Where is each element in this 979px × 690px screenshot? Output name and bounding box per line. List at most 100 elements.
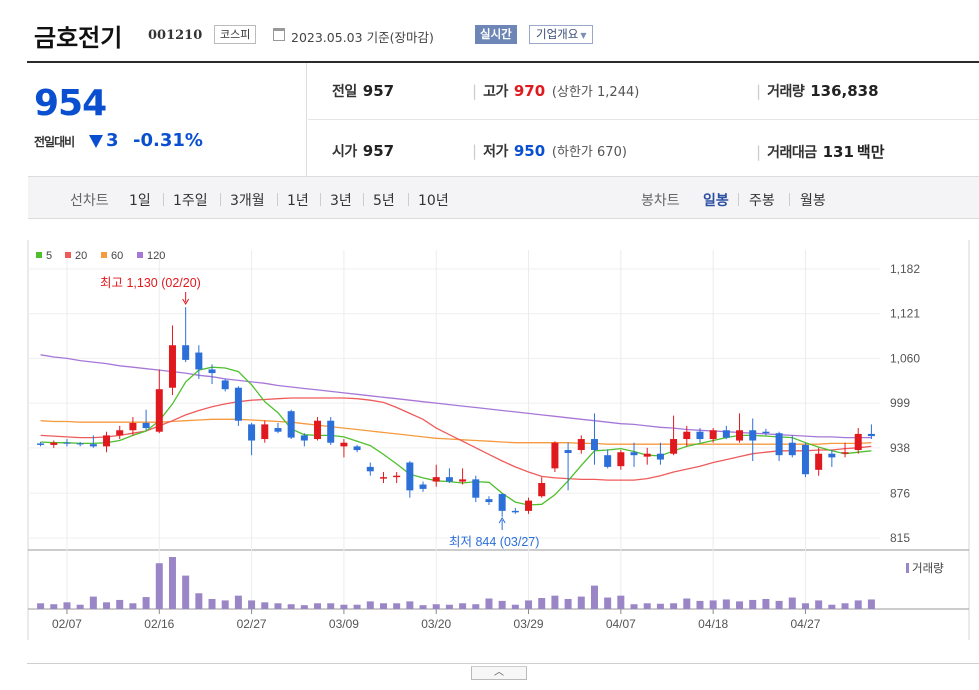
- realtime-button[interactable]: 실시간: [475, 25, 517, 44]
- separator: |: [472, 142, 478, 160]
- candle-weekly[interactable]: 주봉: [749, 193, 775, 209]
- candle-body: [551, 442, 559, 469]
- stat-low: | 저가 950 (하한가 670): [472, 141, 627, 161]
- candle-body: [749, 430, 757, 441]
- candle-body: [314, 420, 322, 440]
- volume-bar: [828, 604, 836, 609]
- candle-body: [142, 422, 150, 429]
- candle-body: [129, 422, 137, 431]
- candle-body: [76, 443, 84, 445]
- ma5-line: [40, 366, 872, 506]
- candle-body: [366, 466, 374, 472]
- candle-body: [511, 510, 519, 513]
- collapse-button[interactable]: ︿: [471, 666, 527, 680]
- chevron-down-icon: ▼: [580, 31, 587, 40]
- stat-open-value: 957: [362, 142, 395, 160]
- volume-bar: [867, 599, 875, 609]
- candle-body: [525, 500, 533, 511]
- separator: [789, 193, 790, 206]
- volume-bar: [709, 600, 717, 609]
- period-1y[interactable]: 1년: [287, 193, 309, 209]
- volume-bar: [670, 603, 678, 609]
- volume-bar: [432, 604, 440, 609]
- date-label: 2023.05.03 기준(장마감): [291, 27, 434, 46]
- candle-body: [709, 430, 717, 440]
- period-3y[interactable]: 3년: [330, 193, 352, 209]
- volume-bar: [696, 600, 704, 609]
- volume-bar: [551, 595, 559, 609]
- candle-body: [406, 462, 414, 491]
- lower-limit-value: 670: [597, 145, 622, 160]
- stat-amount-unit: 백만: [856, 143, 885, 161]
- period-1d[interactable]: 1일: [129, 193, 151, 209]
- volume-bar: [63, 602, 71, 609]
- period-5y[interactable]: 5년: [373, 193, 395, 209]
- divider: [27, 61, 979, 63]
- stat-low-label: 저가: [483, 144, 508, 160]
- volume-bar: [498, 600, 506, 609]
- price-box: 954 전일대비 3 -0.31%: [28, 63, 307, 176]
- candle-daily[interactable]: 일봉: [703, 193, 729, 209]
- candle-body: [208, 369, 216, 374]
- lower-limit-label: 하한가: [557, 145, 593, 160]
- separator: |: [756, 82, 762, 100]
- stats-table: 전일 957 시가 957 | 고가 970 (상한가 1,244) | 저가 950 (하…: [308, 63, 979, 176]
- volume-bar: [406, 601, 414, 609]
- candle-body: [696, 431, 704, 440]
- candle-body: [261, 424, 269, 440]
- stock-header: 금호전기 001210 코스피 2023.05.03 기준(장마감) 실시간 기…: [0, 0, 979, 60]
- period-3m[interactable]: 3개월: [230, 193, 265, 209]
- volume-bar: [472, 604, 480, 609]
- company-info-dropdown[interactable]: 기업개요 ▼: [529, 25, 594, 44]
- candle-monthly[interactable]: 월봉: [800, 193, 826, 209]
- candle-body: [419, 484, 427, 489]
- volume-bar: [643, 603, 651, 609]
- line-chart-label: 선차트: [70, 193, 109, 209]
- volume-bar: [604, 597, 612, 609]
- candle-body: [459, 479, 467, 482]
- volume-bar: [287, 604, 295, 609]
- candle-body: [630, 452, 638, 456]
- candle-body: [248, 424, 256, 441]
- volume-bar: [749, 599, 757, 609]
- candle-body: [604, 455, 612, 467]
- legend-swatch: [36, 252, 42, 258]
- change-label: 전일대비: [34, 135, 75, 149]
- candle-body: [815, 453, 823, 470]
- separator: |: [472, 82, 478, 100]
- candle-body: [683, 431, 691, 440]
- volume-bar: [525, 600, 533, 609]
- candle-body: [432, 477, 440, 482]
- candle-body: [590, 439, 598, 451]
- volume-bar: [208, 598, 216, 609]
- volume-bar: [300, 605, 308, 609]
- volume-bar: [788, 597, 796, 609]
- separator: [408, 193, 409, 206]
- market-badge: 코스피: [214, 25, 257, 44]
- stat-amount: | 거래대금 131 백만: [756, 141, 885, 162]
- stat-amount-value: 131: [822, 143, 854, 161]
- volume-bar: [459, 603, 467, 609]
- date-value: 2023.05.03: [291, 30, 363, 45]
- date-basis: 기준(장마감): [366, 30, 434, 45]
- stat-volume: | 거래량 136,838: [756, 81, 879, 101]
- volume-bar: [76, 604, 84, 609]
- stat-high: | 고가 970 (상한가 1,244): [472, 81, 639, 101]
- candle-body: [577, 439, 585, 451]
- volume-bar: [445, 604, 453, 609]
- candle-body: [445, 477, 453, 482]
- volume-bar: [590, 585, 598, 609]
- high-annotation: 최고 1,130 (02/20): [100, 276, 201, 290]
- company-info-label: 기업개요: [536, 27, 579, 41]
- candle-body: [801, 444, 809, 475]
- stat-open: 시가 957: [332, 141, 394, 161]
- period-10y[interactable]: 10년: [418, 193, 449, 209]
- period-1w[interactable]: 1주일: [173, 193, 208, 209]
- candle-body: [379, 477, 387, 479]
- candle-body: [538, 483, 546, 497]
- volume-bar: [419, 605, 427, 609]
- legend-label: 60: [111, 250, 123, 262]
- separator: [163, 193, 164, 206]
- volume-bar: [736, 601, 744, 609]
